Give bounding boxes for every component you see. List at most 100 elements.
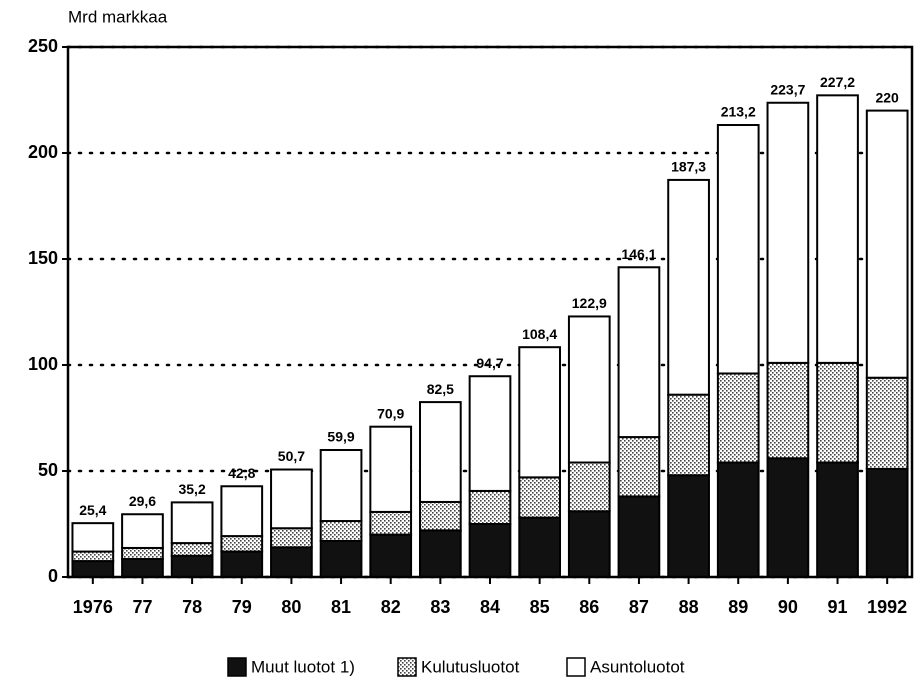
- y-tick-label: 100: [28, 354, 58, 374]
- bar-segment: [667, 393, 710, 477]
- y-tick-label: 250: [28, 36, 58, 56]
- bar-segment: [716, 372, 760, 464]
- bar-segment: [865, 467, 909, 579]
- bar-segment: [567, 510, 611, 578]
- bar-segment: [766, 101, 810, 364]
- total-label: 187,3: [671, 159, 706, 175]
- bar-segment: [170, 554, 214, 578]
- bar-segment: [468, 375, 512, 492]
- bar-segment: [121, 513, 164, 549]
- bar-segment: [369, 510, 413, 536]
- x-tick-label: 83: [430, 597, 450, 617]
- legend-swatch: [566, 657, 586, 677]
- bar-segment: [170, 501, 214, 545]
- x-tick-label: 84: [480, 597, 500, 617]
- bar-segment: [319, 539, 363, 579]
- x-tick-label: 91: [828, 597, 848, 617]
- bar-segment: [865, 109, 909, 379]
- bar-segment: [716, 461, 760, 578]
- bar-segment: [518, 346, 562, 479]
- x-tick-label: 90: [778, 597, 798, 617]
- x-tick-label: 88: [679, 597, 699, 617]
- bar-segment: [121, 546, 164, 560]
- bar-segment: [816, 361, 859, 464]
- total-label: 108,4: [522, 326, 557, 342]
- bar-segment: [518, 516, 562, 579]
- bar-segment: [369, 533, 413, 578]
- x-tick-label: 89: [728, 597, 748, 617]
- bar-segment: [418, 500, 462, 532]
- total-label: 50,7: [278, 448, 305, 464]
- x-tick-label: 77: [132, 597, 152, 617]
- bar-segment: [816, 461, 859, 578]
- x-tick-label: 78: [182, 597, 202, 617]
- bar-segment: [716, 124, 760, 375]
- total-label: 122,9: [572, 295, 607, 311]
- bar-segment: [319, 520, 363, 542]
- bar-segment: [220, 485, 264, 538]
- legend-label: Asuntoluotot: [590, 657, 685, 676]
- bar-segment: [220, 550, 264, 578]
- legend-label: Muut luotot 1): [251, 657, 355, 676]
- bar-segment: [121, 557, 164, 578]
- bar-segment: [170, 542, 214, 557]
- bar-segment: [667, 178, 710, 396]
- total-label: 146,1: [621, 246, 656, 262]
- bar-segment: [270, 527, 313, 549]
- total-label: 227,2: [820, 74, 855, 90]
- total-label: 70,9: [377, 405, 404, 421]
- legend-label: Kulutusluotot: [421, 657, 520, 676]
- bar-segment: [617, 495, 661, 578]
- bar-segment: [865, 376, 909, 470]
- total-label: 220: [875, 89, 899, 105]
- bar-segment: [567, 315, 611, 464]
- bar-segment: [766, 457, 810, 578]
- x-tick-label: 1976: [73, 597, 113, 617]
- x-tick-label: 80: [281, 597, 301, 617]
- y-tick-label: 50: [38, 460, 58, 480]
- total-label: 223,7: [770, 81, 805, 97]
- x-tick-label: 79: [232, 597, 252, 617]
- bar-segment: [270, 546, 313, 579]
- total-label: 42,8: [228, 465, 255, 481]
- legend-swatch: [227, 657, 247, 677]
- bar-segment: [567, 461, 611, 513]
- x-tick-label: 85: [530, 597, 550, 617]
- bar-segment: [71, 550, 115, 563]
- bar-segment: [766, 361, 810, 460]
- bar-segment: [418, 401, 462, 503]
- bar-segment: [71, 560, 115, 578]
- bar-segment: [418, 529, 462, 578]
- total-label: 82,5: [427, 381, 454, 397]
- bar-segment: [71, 522, 115, 553]
- bar-segment: [369, 425, 413, 513]
- y-tick-label: 150: [28, 248, 58, 268]
- x-tick-label: 81: [331, 597, 351, 617]
- bar-segment: [468, 523, 512, 578]
- total-label: 29,6: [129, 493, 156, 509]
- total-label: 213,2: [721, 104, 756, 120]
- legend-swatch: [397, 657, 417, 677]
- bar-segment: [617, 436, 661, 498]
- x-tick-label: 1992: [867, 597, 907, 617]
- bar-segment: [667, 474, 710, 578]
- x-tick-label: 82: [381, 597, 401, 617]
- bar-segment: [816, 94, 859, 364]
- bar-segment: [220, 535, 264, 553]
- y-tick-label: 200: [28, 142, 58, 162]
- total-label: 94,7: [476, 355, 503, 371]
- bar-segment: [319, 449, 363, 523]
- bar-segment: [468, 489, 512, 526]
- bar-segment: [518, 476, 562, 519]
- y-tick-label: 0: [48, 566, 58, 586]
- y-axis-label: Mrd markkaa: [68, 7, 168, 26]
- bar-segment: [270, 468, 313, 530]
- x-tick-label: 87: [629, 597, 649, 617]
- total-label: 35,2: [178, 481, 205, 497]
- total-label: 59,9: [327, 429, 354, 445]
- plot-frame: [66, 45, 914, 579]
- bar-segment: [617, 266, 661, 439]
- x-tick-label: 86: [579, 597, 599, 617]
- total-label: 25,4: [79, 502, 106, 518]
